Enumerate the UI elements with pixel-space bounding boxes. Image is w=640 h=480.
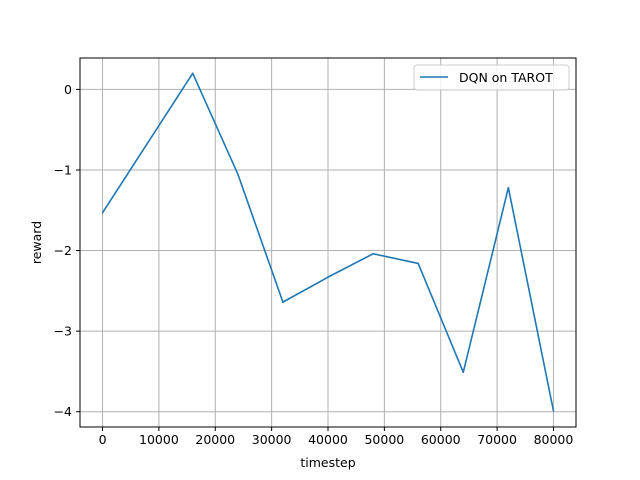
x-tick-label: 10000 [139,432,179,447]
series-line [101,72,555,412]
data-point [417,262,419,265]
legend-label: DQN on TAROT [459,70,553,85]
y-tick-label: 0 [64,82,72,97]
series-layer [101,72,555,412]
data-point [462,371,465,374]
x-tick-label: 80000 [534,432,574,447]
data-point [101,211,104,214]
x-axis-label: timestep [300,455,355,470]
x-tick-label: 60000 [421,432,461,447]
x-tick-label: 50000 [364,432,404,447]
data-point [191,72,194,75]
data-point [552,410,555,412]
y-tick-label: −3 [54,324,72,339]
x-tick-label: 20000 [195,432,235,447]
y-axis-ticks: 0 −1 −2 −3 −4 [54,82,80,419]
y-tick-label: −4 [54,404,72,419]
x-tick-label: 30000 [252,432,292,447]
x-tick-label: 70000 [477,432,517,447]
x-tick-label: 40000 [308,432,348,447]
x-tick-label: 0 [99,432,107,447]
legend-box [413,64,570,91]
data-point [282,301,284,303]
data-point [372,252,374,255]
data-point [327,276,329,278]
x-axis-ticks: 0 10000 20000 30000 40000 50000 60000 70000 8000… [99,427,574,447]
data-point [507,186,510,189]
y-tick-label: −2 [54,243,72,258]
y-tick-label: −1 [54,162,72,177]
grid [80,58,576,427]
legend: DQN on TAROT [413,64,570,91]
data-point [237,173,239,175]
y-axis-label: reward [29,221,44,264]
